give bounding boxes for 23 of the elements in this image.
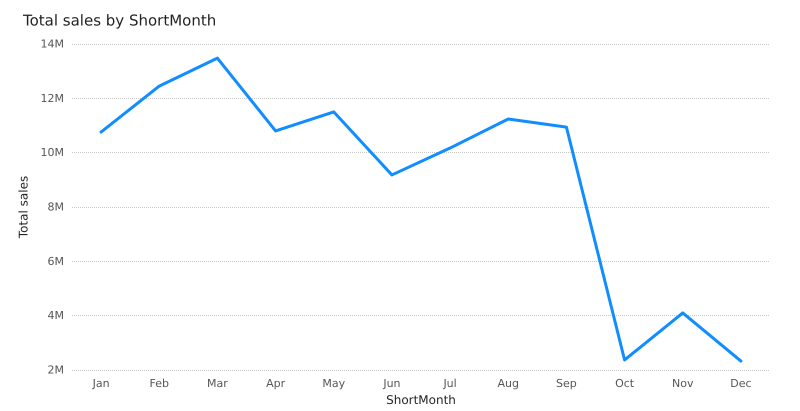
y-tick-label: 8M [48, 200, 64, 214]
y-tick-label: 12M [40, 92, 64, 105]
x-axis-title: ShortMonth [386, 392, 456, 407]
x-tick-label: Nov [672, 377, 694, 390]
y-tick-label: 14M [40, 38, 64, 50]
y-tick-label: 4M [48, 309, 64, 322]
x-tick-label: Mar [207, 377, 228, 390]
x-tick-label: Jan [92, 377, 110, 390]
x-tick-label: Jun [382, 377, 401, 390]
x-tick-label: Apr [266, 377, 286, 390]
y-tick-label: 6M [48, 254, 64, 268]
y-axis-title: Total sales [16, 176, 31, 240]
x-tick-label: Dec [730, 377, 752, 390]
y-tick-label: 10M [40, 146, 64, 160]
chart-title: Total sales by ShortMonth [22, 12, 216, 30]
y-tick-label: 2M [48, 364, 64, 376]
x-tick-label: Oct [615, 377, 635, 390]
x-tick-label: Jul [442, 377, 457, 390]
x-tick-label: Feb [150, 377, 169, 390]
x-tick-label: Aug [498, 377, 519, 390]
x-tick-label: Sep [556, 377, 577, 390]
x-tick-label: May [322, 377, 346, 390]
line-series [100, 56, 742, 363]
